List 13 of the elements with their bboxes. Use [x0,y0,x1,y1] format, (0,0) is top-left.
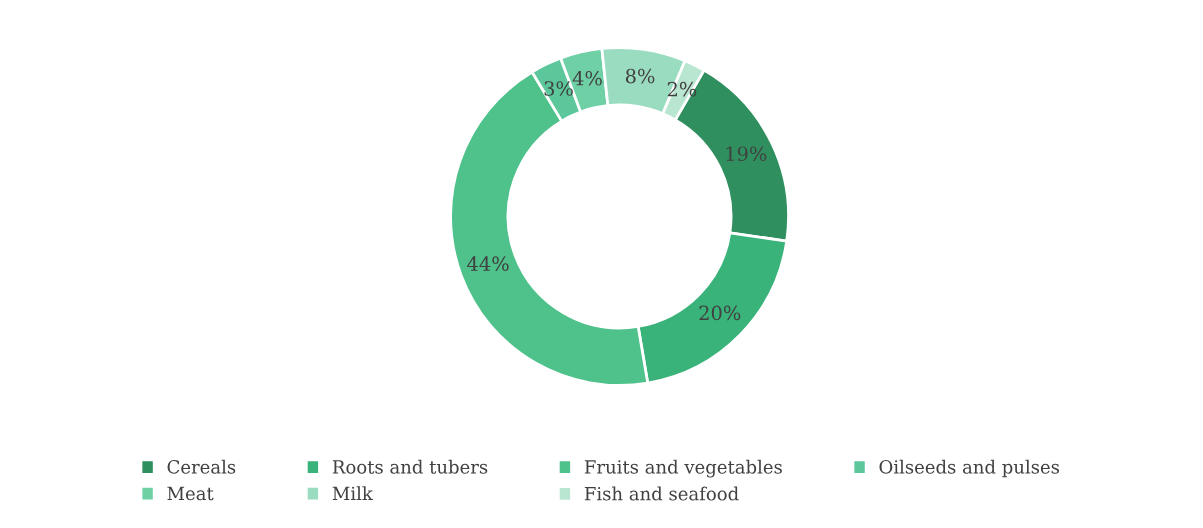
legend-label: Roots and tubers [332,459,488,474]
data-label: 19% [726,146,767,162]
data-label: 20% [699,305,741,321]
legend-label: Fish and seafood [584,486,739,501]
data-label: 8% [625,68,655,84]
legend-label: Fruits and vegetables [584,459,782,478]
data-label: 4% [572,70,602,86]
data-label: 44% [467,256,509,271]
data-label: 2% [667,81,697,97]
legend-label: Milk [332,486,373,500]
legend-label: Oilseeds and pulses [879,459,1059,478]
legend-label: Cereals [167,459,236,474]
legend-label: Meat [167,486,214,501]
